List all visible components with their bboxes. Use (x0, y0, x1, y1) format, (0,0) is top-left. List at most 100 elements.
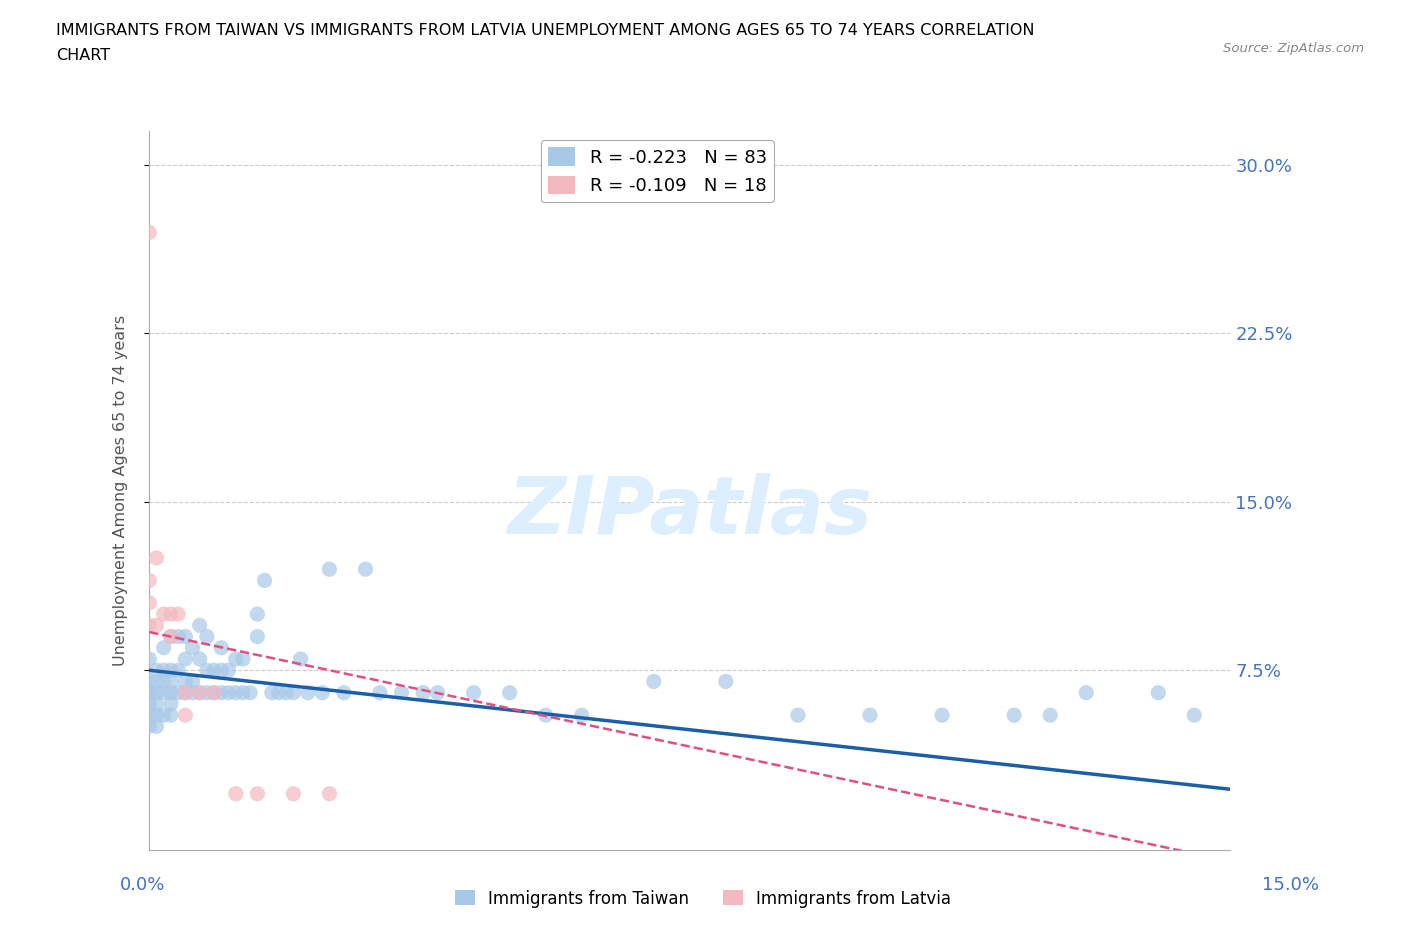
Point (160, 629, 183, 644)
Y-axis label: Unemployment Among Ages 65 to 74 years: Unemployment Among Ages 65 to 74 years (114, 315, 128, 666)
Point (283, 787, 305, 802)
Point (225, 685, 247, 700)
Point (368, 685, 391, 700)
Point (787, 708, 810, 723)
Point (138, 719, 160, 734)
Point (174, 685, 197, 700)
Point (209, 663, 232, 678)
Legend: Immigrants from Taiwan, Immigrants from Latvia: Immigrants from Taiwan, Immigrants from … (449, 883, 957, 914)
Point (174, 708, 197, 723)
Point (138, 697, 160, 711)
Point (160, 697, 183, 711)
Point (412, 685, 434, 700)
Point (145, 663, 167, 678)
Point (181, 674, 204, 689)
Point (188, 685, 211, 700)
Text: 0.0%: 0.0% (120, 876, 165, 894)
Point (145, 551, 167, 565)
Text: Source: ZipAtlas.com: Source: ZipAtlas.com (1223, 42, 1364, 55)
Point (218, 685, 240, 700)
Point (498, 685, 520, 700)
Point (218, 663, 240, 678)
Point (283, 685, 305, 700)
Point (571, 708, 593, 723)
Point (333, 685, 356, 700)
Point (246, 629, 269, 644)
Point (931, 708, 953, 723)
Point (167, 663, 190, 678)
Point (714, 674, 737, 689)
Point (463, 685, 485, 700)
Point (145, 719, 167, 734)
Point (246, 606, 269, 621)
Point (152, 685, 174, 700)
Point (138, 708, 160, 723)
Point (160, 606, 183, 621)
Point (138, 595, 160, 610)
Point (253, 573, 276, 588)
Point (181, 641, 204, 656)
Point (138, 685, 160, 700)
Point (145, 697, 167, 711)
Point (534, 708, 557, 723)
Point (174, 674, 197, 689)
Point (1147, 685, 1170, 700)
Point (195, 629, 218, 644)
Point (152, 641, 174, 656)
Point (152, 663, 174, 678)
Point (267, 685, 290, 700)
Point (195, 663, 218, 678)
Point (209, 641, 232, 656)
Point (859, 708, 882, 723)
Point (160, 674, 183, 689)
Legend: R = -0.223   N = 83, R = -0.109   N = 18: R = -0.223 N = 83, R = -0.109 N = 18 (541, 140, 773, 203)
Point (138, 652, 160, 667)
Point (1182, 708, 1205, 723)
Point (188, 685, 211, 700)
Point (225, 652, 247, 667)
Point (246, 787, 269, 802)
Point (138, 618, 160, 632)
Point (145, 685, 167, 700)
Point (145, 618, 167, 632)
Point (167, 606, 190, 621)
Point (318, 787, 340, 802)
Text: 15.0%: 15.0% (1261, 876, 1319, 894)
Point (188, 618, 211, 632)
Text: IMMIGRANTS FROM TAIWAN VS IMMIGRANTS FROM LATVIA UNEMPLOYMENT AMONG AGES 65 TO 7: IMMIGRANTS FROM TAIWAN VS IMMIGRANTS FRO… (56, 23, 1035, 38)
Point (202, 663, 225, 678)
Point (160, 629, 183, 644)
Point (209, 685, 232, 700)
Point (152, 708, 174, 723)
Point (391, 685, 413, 700)
Point (152, 606, 174, 621)
Point (145, 674, 167, 689)
Point (297, 685, 319, 700)
Point (290, 652, 312, 667)
Point (174, 629, 197, 644)
Point (195, 685, 218, 700)
Point (643, 674, 665, 689)
Point (202, 685, 225, 700)
Point (354, 562, 377, 577)
Text: ZIPatlas: ZIPatlas (508, 473, 872, 551)
Point (1002, 708, 1025, 723)
Point (318, 562, 340, 577)
Point (260, 685, 283, 700)
Point (232, 652, 254, 667)
Point (174, 685, 197, 700)
Point (188, 652, 211, 667)
Point (426, 685, 449, 700)
Point (138, 674, 160, 689)
Point (160, 708, 183, 723)
Point (202, 685, 225, 700)
Point (232, 685, 254, 700)
Point (239, 685, 262, 700)
Point (145, 708, 167, 723)
Point (152, 674, 174, 689)
Point (160, 663, 183, 678)
Point (174, 652, 197, 667)
Point (167, 685, 190, 700)
Point (311, 685, 333, 700)
Point (138, 685, 160, 700)
